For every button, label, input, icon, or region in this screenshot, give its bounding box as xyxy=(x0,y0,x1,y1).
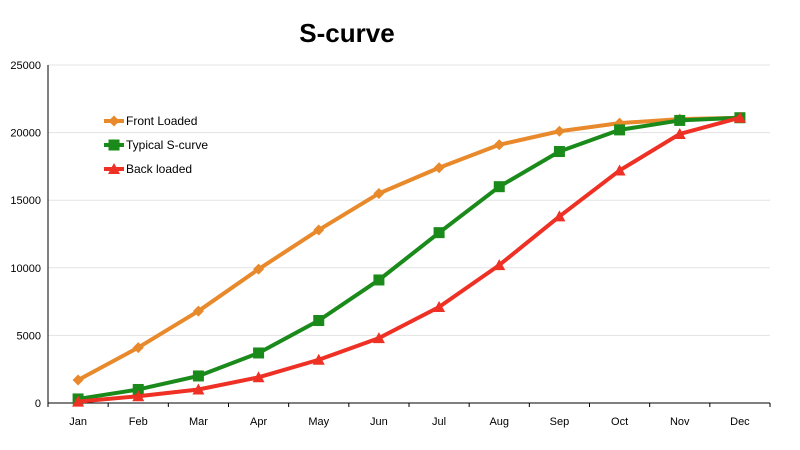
data-point xyxy=(72,395,85,407)
data-point xyxy=(252,371,265,383)
data-point xyxy=(493,139,505,151)
x-tick-label: Apr xyxy=(250,416,267,428)
data-point xyxy=(373,187,385,199)
legend-marker xyxy=(108,163,120,174)
legend-item: Typical S-curve xyxy=(104,138,208,152)
x-tick-label: Sep xyxy=(550,416,570,428)
axes: 0 5000 10000 15000 20000 25000 Jan Feb Mar Apr May… xyxy=(10,60,771,428)
y-tick-label: 0 xyxy=(35,398,41,410)
data-point xyxy=(733,111,746,123)
series-line xyxy=(76,115,742,404)
legend-item: Back loaded xyxy=(104,162,192,176)
y-tick-label: 25000 xyxy=(10,60,41,72)
data-point xyxy=(553,210,566,222)
data-point xyxy=(192,383,205,395)
data-point xyxy=(192,370,204,382)
legend: Front Loaded Typical S-curve Back loaded xyxy=(104,114,208,176)
legend-marker xyxy=(108,139,120,151)
data-point xyxy=(132,342,144,354)
data-point xyxy=(674,114,686,126)
legend-label: Typical S-curve xyxy=(126,138,208,152)
series-line xyxy=(76,115,742,383)
data-point xyxy=(493,181,505,193)
data-point xyxy=(253,263,265,275)
x-tick-label: Jan xyxy=(69,416,87,428)
series-layer xyxy=(72,111,746,407)
data-point xyxy=(493,259,506,271)
data-point xyxy=(313,315,325,327)
x-tick-label: Mar xyxy=(189,416,208,428)
gridlines xyxy=(48,64,770,336)
data-point xyxy=(312,353,325,365)
data-point xyxy=(192,305,204,317)
data-point xyxy=(613,164,626,176)
series-back-loaded xyxy=(72,111,746,407)
y-tick-label: 20000 xyxy=(10,128,41,140)
x-tick-label: Feb xyxy=(129,416,148,428)
data-point xyxy=(313,224,325,236)
data-point xyxy=(72,374,84,386)
data-point xyxy=(253,347,265,359)
legend-marker xyxy=(108,115,120,127)
data-point xyxy=(553,146,565,158)
data-point xyxy=(553,125,565,137)
chart-title: S-curve xyxy=(299,18,394,48)
x-tick-label: Dec xyxy=(730,416,750,428)
x-tick-label: Aug xyxy=(489,416,509,428)
data-point xyxy=(614,124,626,136)
x-tick-label: Jul xyxy=(432,416,446,428)
data-point xyxy=(132,390,145,402)
x-tick-label: Jun xyxy=(370,416,388,428)
data-point xyxy=(433,301,446,313)
legend-label: Front Loaded xyxy=(126,114,197,128)
data-point xyxy=(373,274,385,286)
x-tick-label: Oct xyxy=(611,416,628,428)
data-point xyxy=(673,127,686,139)
data-point xyxy=(372,332,385,344)
x-tick-label: May xyxy=(308,416,329,428)
legend-item: Front Loaded xyxy=(104,114,197,128)
data-point xyxy=(433,162,445,174)
x-tick-label: Nov xyxy=(670,416,690,428)
data-point xyxy=(132,383,144,395)
data-point xyxy=(433,227,445,239)
legend-label: Back loaded xyxy=(126,162,192,176)
series-line xyxy=(76,115,742,401)
y-tick-label: 15000 xyxy=(10,195,41,207)
y-tick-label: 5000 xyxy=(17,330,41,342)
y-tick-label: 10000 xyxy=(10,263,41,275)
